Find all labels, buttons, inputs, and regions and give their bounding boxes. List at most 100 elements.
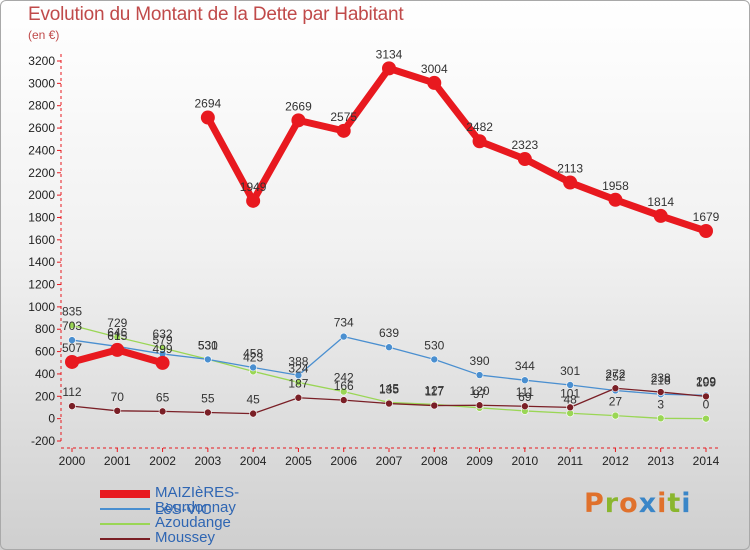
data-point — [291, 113, 306, 128]
data-label: 2113 — [557, 161, 583, 175]
data-point — [475, 401, 484, 410]
data-point — [699, 223, 713, 238]
data-label: 145 — [379, 381, 399, 395]
logo-letter: P — [584, 488, 605, 519]
y-tick-label: 0 — [48, 412, 55, 426]
data-label: 729 — [107, 316, 127, 330]
y-tick-label: -200 — [31, 434, 55, 448]
data-point — [385, 399, 393, 408]
x-tick-label: 2010 — [512, 454, 539, 468]
logo-letter: o — [619, 488, 639, 519]
data-label: 97 — [473, 387, 487, 401]
legend-label-maizieres: MAIZIèRES-LèS-VIC — [155, 484, 240, 518]
data-label: 55 — [201, 392, 215, 406]
logo-letter: i — [681, 488, 692, 519]
data-label: 2575 — [330, 110, 357, 124]
data-label: 2669 — [285, 99, 312, 113]
y-tick-label: 1200 — [28, 278, 55, 292]
data-label: 530 — [198, 338, 218, 352]
data-label: 1949 — [240, 180, 267, 194]
data-label: 127 — [424, 383, 444, 397]
legend-label-moussey: Moussey — [155, 529, 216, 546]
x-tick-label: 2006 — [330, 454, 357, 468]
data-label: 579 — [153, 333, 173, 347]
logo-letter: t — [667, 488, 682, 519]
y-tick-label: 1800 — [28, 210, 55, 224]
data-label: 388 — [288, 354, 308, 368]
data-label: 27 — [609, 395, 623, 409]
data-label: 3134 — [376, 47, 403, 61]
x-tick-label: 2003 — [195, 454, 222, 468]
y-tick-label: 3200 — [28, 54, 55, 68]
data-point — [200, 110, 215, 125]
x-tick-label: 2009 — [466, 454, 493, 468]
data-point — [563, 175, 578, 190]
data-point — [294, 393, 303, 402]
data-point — [611, 411, 620, 420]
y-tick-label: 600 — [35, 345, 55, 359]
data-point — [566, 403, 574, 412]
x-tick-label: 2005 — [285, 454, 312, 468]
x-tick-label: 2012 — [602, 454, 629, 468]
data-label: 199 — [696, 375, 716, 389]
data-point — [68, 336, 76, 344]
data-label: 324 — [288, 361, 308, 375]
data-label: 835 — [62, 304, 82, 318]
data-label: 218 — [651, 373, 671, 387]
data-label: 48 — [563, 392, 577, 406]
data-point — [656, 388, 665, 396]
data-point — [702, 392, 710, 401]
x-tick-label: 2011 — [557, 454, 583, 468]
logo-letter: i — [657, 488, 668, 519]
data-label: 646 — [107, 325, 127, 339]
y-tick-label: 2000 — [28, 188, 55, 202]
data-label: 238 — [651, 371, 671, 385]
data-label: 112 — [62, 385, 81, 399]
data-label: 166 — [334, 379, 354, 393]
data-point — [608, 192, 623, 207]
data-label: 0 — [703, 398, 710, 412]
legend-swatch-maizieres — [100, 490, 150, 498]
data-label: 272 — [605, 367, 625, 381]
data-label: 639 — [379, 326, 399, 340]
data-label: 390 — [470, 354, 490, 368]
data-point — [294, 371, 303, 380]
data-label: 507 — [62, 341, 82, 355]
x-tick-label: 2000 — [59, 454, 86, 468]
data-label: 1679 — [693, 210, 720, 224]
data-point — [339, 387, 348, 396]
data-point — [204, 408, 212, 417]
data-point — [656, 414, 665, 423]
data-point — [382, 61, 396, 76]
x-tick-label: 2008 — [421, 454, 448, 468]
logo-letter: r — [604, 488, 620, 519]
data-label: 632 — [153, 327, 173, 341]
data-label: 2323 — [512, 138, 539, 152]
y-tick-label: 3000 — [28, 76, 55, 90]
data-label: 65 — [156, 390, 170, 404]
x-tick-label: 2013 — [647, 454, 674, 468]
data-label: 499 — [153, 342, 173, 356]
y-tick-label: 1400 — [28, 255, 55, 269]
data-label: 70 — [111, 390, 125, 404]
x-tick-label: 2007 — [376, 454, 403, 468]
data-label: 423 — [243, 350, 263, 364]
data-label: 2694 — [195, 97, 222, 111]
data-point — [566, 381, 574, 389]
data-label: 2482 — [466, 120, 493, 134]
data-point — [249, 363, 257, 372]
series-line — [204, 64, 710, 235]
legend-swatch-bourdonnay — [100, 508, 150, 510]
data-point — [158, 407, 167, 416]
data-point — [204, 355, 212, 364]
y-tick-label: 1600 — [28, 233, 55, 247]
data-point — [702, 414, 710, 423]
data-label: 3004 — [421, 62, 448, 76]
data-label: 703 — [62, 319, 82, 333]
data-label: 242 — [334, 371, 354, 385]
data-point — [472, 134, 487, 149]
data-label: 344 — [515, 359, 535, 373]
data-label: 531 — [198, 338, 218, 352]
data-label: 187 — [288, 377, 308, 391]
